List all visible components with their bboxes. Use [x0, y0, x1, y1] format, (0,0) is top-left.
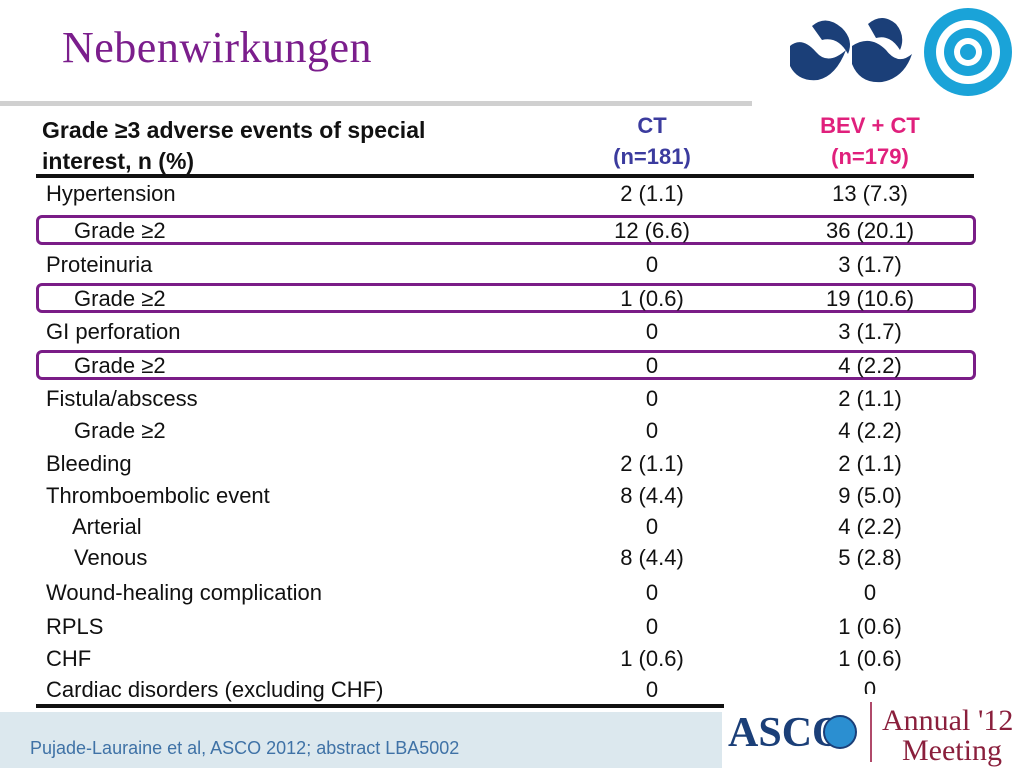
row-label: Proteinuria: [46, 252, 153, 277]
row-bev-value: 0: [863, 580, 877, 605]
row-bev-value: 4 (2.2): [838, 514, 902, 539]
row-bev-value: 2 (1.1): [838, 451, 902, 476]
row-bev-value: 2 (1.1): [838, 386, 902, 411]
header-rule: [36, 174, 974, 178]
row-ct-value: 2 (1.1): [620, 451, 684, 476]
ct-header-name: CT: [637, 113, 667, 138]
footer-citation: Pujade-Lauraine et al, ASCO 2012; abstra…: [30, 738, 460, 758]
row-label: GI perforation: [46, 319, 181, 344]
row-ct-value: 0: [645, 353, 659, 378]
row-ct-value: 0: [645, 418, 659, 443]
highlight-box-hypertension-grade2: [36, 215, 976, 245]
row-bev-value: 13 (7.3): [832, 181, 908, 206]
table-bottom-rule: [36, 704, 736, 708]
row-ct-value: 2 (1.1): [620, 181, 684, 206]
header-label-line1: Grade ≥3 adverse events of special: [42, 117, 426, 143]
row-label: CHF: [46, 646, 92, 671]
row-label: Fistula/abscess: [46, 386, 198, 411]
row-ct-value: 0: [645, 677, 659, 702]
row-ct-value: 0: [645, 580, 659, 605]
row-label: Grade ≥2: [74, 353, 166, 378]
column-header-bev-ct: BEV + CT (n=179): [770, 110, 970, 172]
row-label: Venous: [74, 545, 148, 570]
row-bev-value: 4 (2.2): [838, 418, 902, 443]
row-label: Bleeding: [46, 451, 132, 476]
row-bev-value: 5 (2.8): [838, 545, 902, 570]
meeting-text: Meeting: [902, 734, 1002, 767]
column-header-ct: CT (n=181): [552, 110, 752, 172]
row-bev-value: 9 (5.0): [838, 483, 902, 508]
row-ct-value: 0: [645, 614, 659, 639]
row-bev-value: 1 (0.6): [838, 614, 902, 639]
society-logo: [790, 8, 1012, 96]
row-label: RPLS: [46, 614, 104, 639]
row-label: Grade ≥2: [74, 286, 166, 311]
row-label: Hypertension: [46, 181, 176, 206]
row-ct-value: 0: [645, 252, 659, 277]
row-label: Wound-healing complication: [46, 580, 322, 605]
asco-annual-meeting-logo: ASCO Annual '12 Meeting: [724, 694, 1024, 768]
row-label: Thromboembolic event: [46, 483, 270, 508]
row-ct-value: 1 (0.6): [620, 646, 684, 671]
row-bev-value: 19 (10.6): [825, 286, 915, 311]
row-ct-value: 0: [645, 319, 659, 344]
row-ct-value: 8 (4.4): [620, 483, 684, 508]
table-header-label: Grade ≥3 adverse events of special inter…: [42, 115, 512, 177]
row-label: Grade ≥2: [74, 218, 166, 243]
row-label: Grade ≥2: [74, 418, 166, 443]
row-ct-value: 0: [645, 514, 659, 539]
row-ct-value: 12 (6.6): [614, 218, 690, 243]
bev-header-name: BEV + CT: [820, 113, 920, 138]
row-bev-value: 36 (20.1): [825, 218, 915, 243]
highlight-box-gi-perforation-grade2: [36, 350, 976, 380]
row-bev-value: 3 (1.7): [838, 252, 902, 277]
annual-text: Annual: [882, 704, 970, 737]
row-bev-value: 3 (1.7): [838, 319, 902, 344]
ct-header-n: (n=181): [613, 144, 691, 169]
row-ct-value: 1 (0.6): [620, 286, 684, 311]
row-bev-value: 4 (2.2): [838, 353, 902, 378]
row-ct-value: 8 (4.4): [620, 545, 684, 570]
row-bev-value: 1 (0.6): [838, 646, 902, 671]
header-label-line2: interest, n (%): [42, 148, 195, 174]
row-label: Arterial: [72, 514, 142, 539]
slide-title: Nebenwirkungen: [62, 23, 373, 72]
title-divider: [0, 101, 752, 106]
row-label: Cardiac disorders (excluding CHF): [46, 677, 384, 702]
globe-icon: [823, 715, 857, 749]
highlight-box-proteinuria-grade2: [36, 283, 976, 313]
footer-band: [0, 712, 722, 768]
bev-header-n: (n=179): [831, 144, 909, 169]
year-text: '12: [978, 704, 1013, 737]
row-ct-value: 0: [645, 386, 659, 411]
